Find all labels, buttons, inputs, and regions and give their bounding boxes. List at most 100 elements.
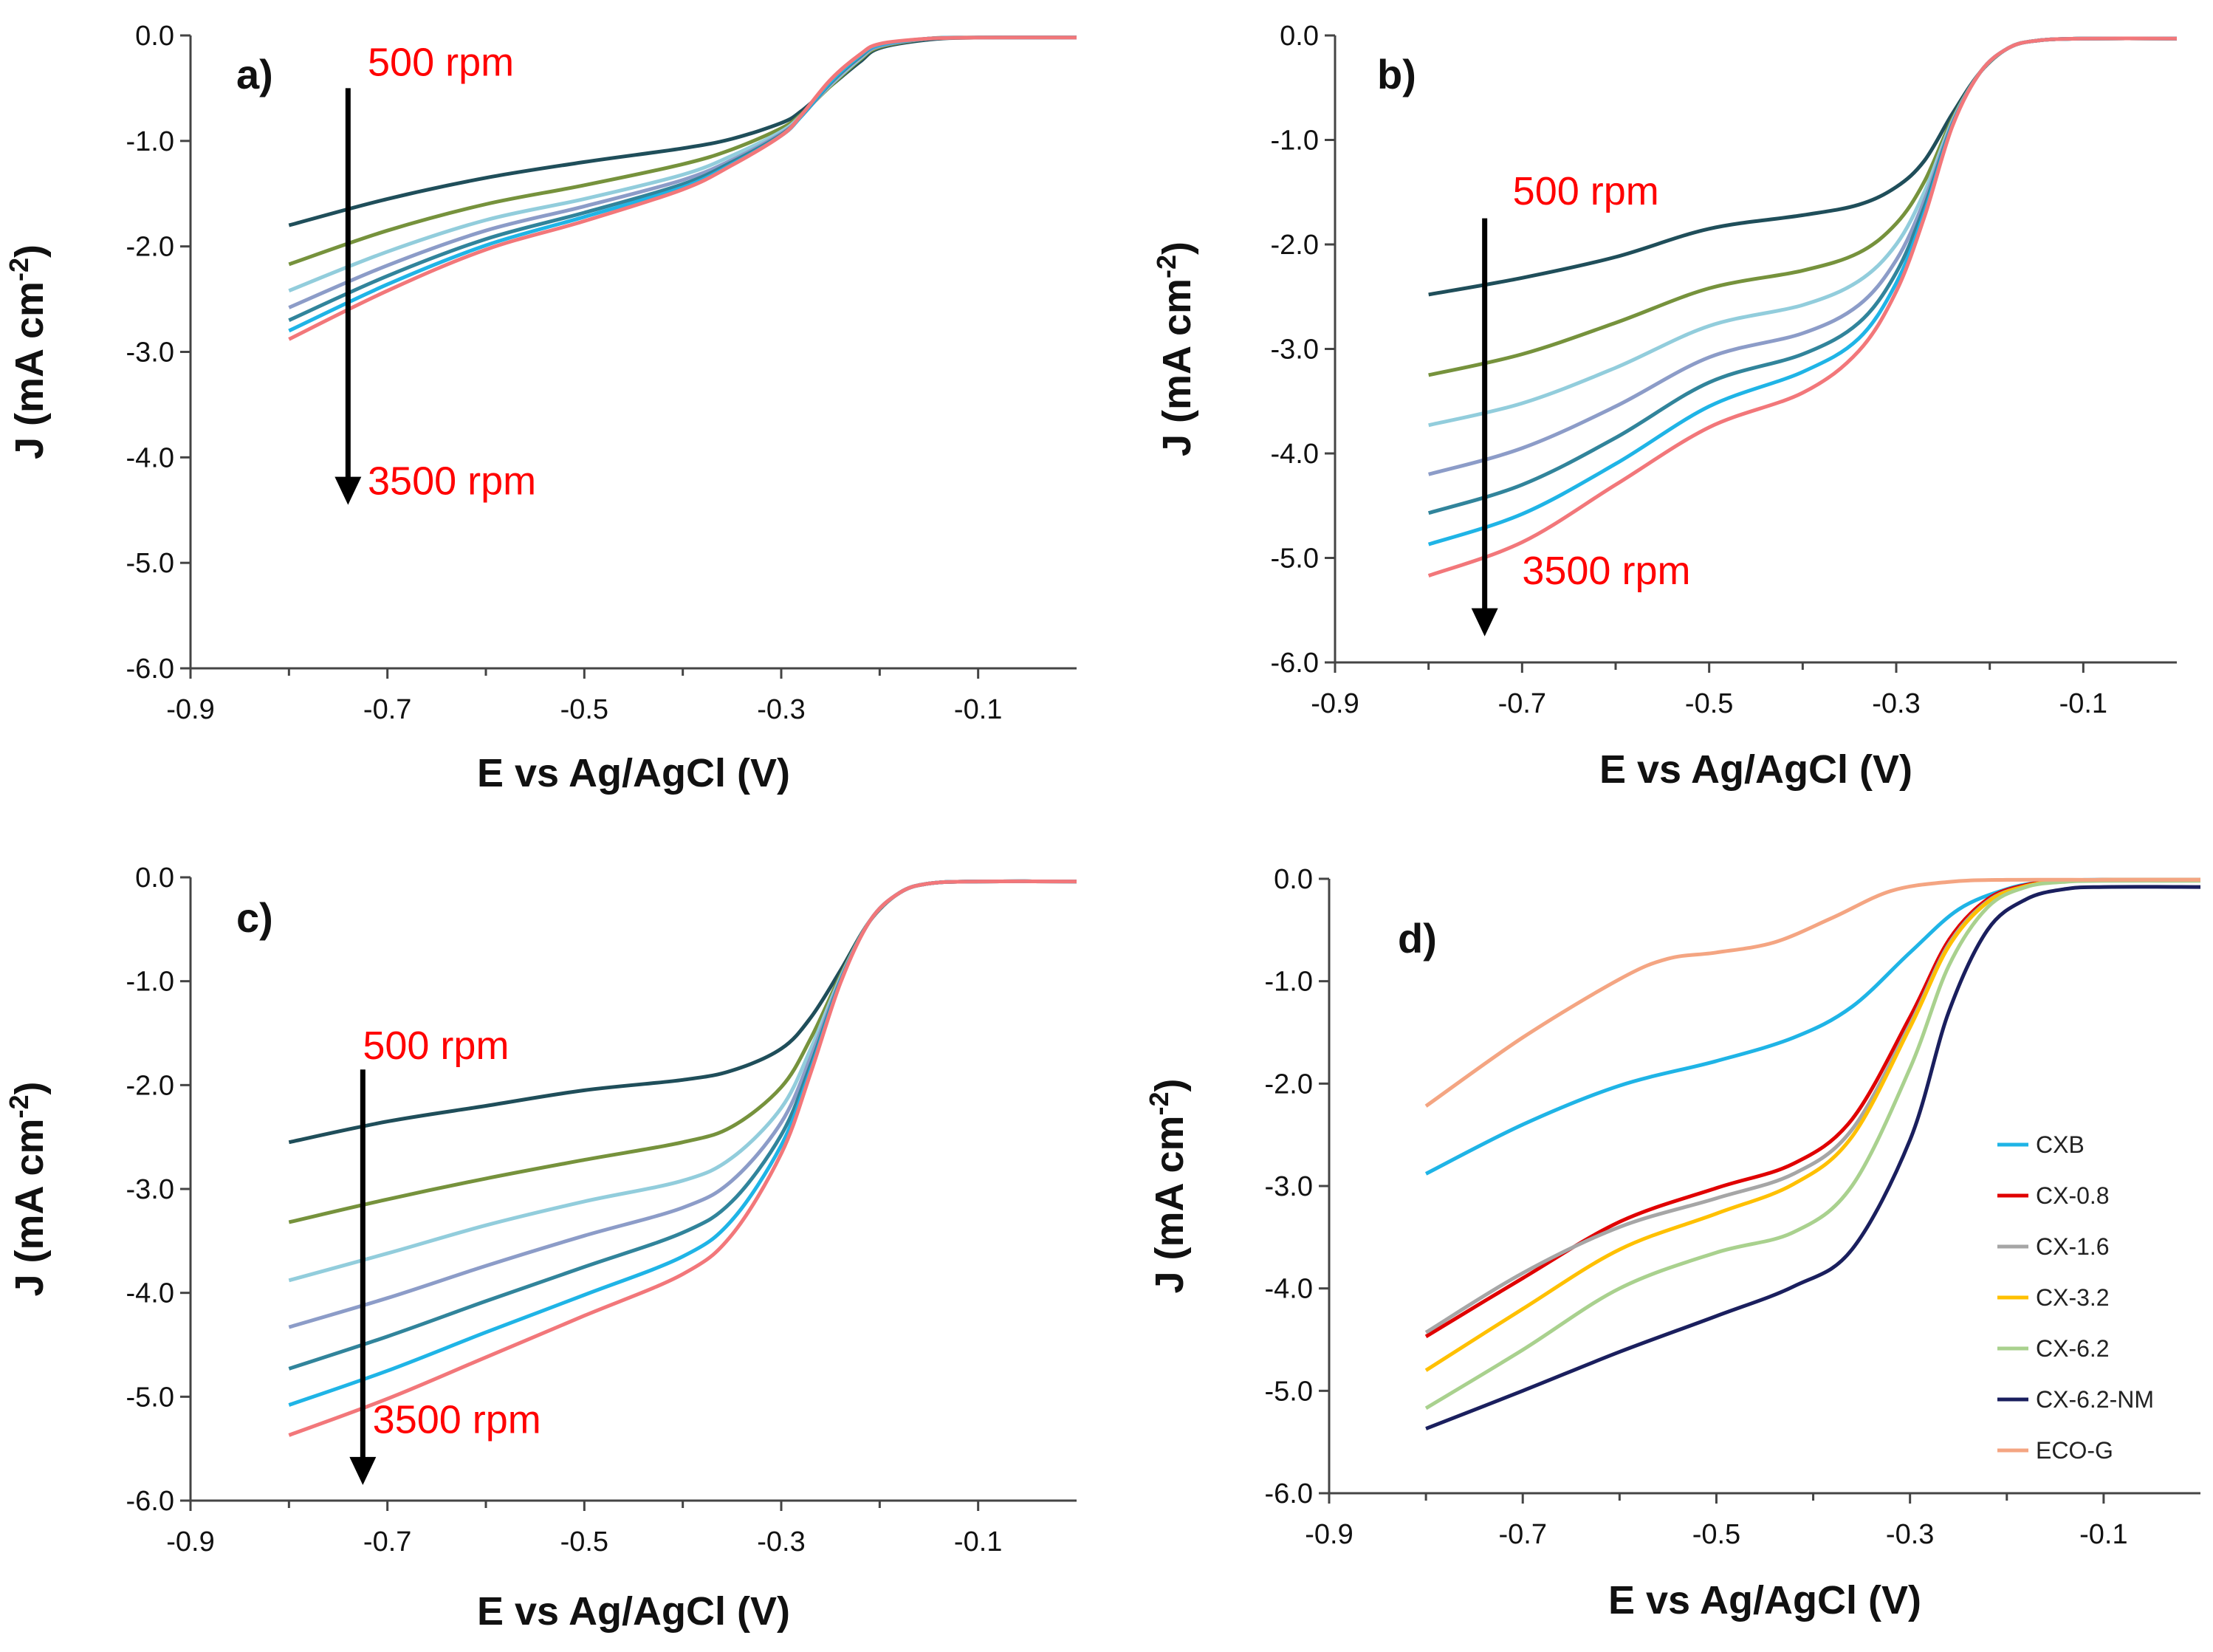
x-tick-label: -0.5 bbox=[1692, 1519, 1740, 1550]
y-tick-label: -4.0 bbox=[126, 442, 174, 473]
y-tick-label: -4.0 bbox=[126, 1278, 174, 1309]
x-tick-label: -0.7 bbox=[1498, 688, 1546, 719]
panel-label: b) bbox=[1377, 51, 1416, 97]
series-line-cx-6-2-nm bbox=[1425, 885, 2201, 1430]
y-axis-label-tail: ) bbox=[7, 1081, 52, 1094]
rpm-arrow-head bbox=[349, 1456, 377, 1485]
annotation-500-rpm: 500 rpm bbox=[363, 1024, 509, 1068]
x-tick-label: -0.1 bbox=[954, 1526, 1002, 1557]
y-tick-label: -6.0 bbox=[1265, 1478, 1313, 1509]
x-tick-label: -0.1 bbox=[2079, 1519, 2127, 1550]
rpm-arrow-head bbox=[334, 476, 362, 505]
y-tick-label: -4.0 bbox=[1271, 439, 1319, 470]
y-axis-label: J (mA cm-2) bbox=[4, 1081, 52, 1296]
y-tick-label: -1.0 bbox=[126, 126, 174, 157]
y-axis-label-tail: ) bbox=[1147, 1078, 1192, 1091]
x-tick-label: -0.9 bbox=[166, 1526, 214, 1557]
y-tick-label: -3.0 bbox=[1265, 1171, 1313, 1202]
x-tick-label: -0.5 bbox=[1685, 688, 1733, 719]
legend-label: CX-6.2-NM bbox=[2036, 1386, 2154, 1413]
y-tick-label: -2.0 bbox=[126, 1070, 174, 1101]
y-tick-label: 0.0 bbox=[1274, 864, 1313, 895]
x-axis-label: E vs Ag/AgCl (V) bbox=[477, 751, 790, 795]
y-axis-label-main: J (mA cm bbox=[1155, 278, 1199, 456]
x-axis-label: E vs Ag/AgCl (V) bbox=[1599, 747, 1912, 792]
x-tick-label: -0.3 bbox=[1886, 1519, 1934, 1550]
y-axis-label-main: J (mA cm bbox=[1147, 1115, 1192, 1293]
y-axis-label-main: J (mA cm bbox=[7, 1118, 52, 1296]
annotation-3500-rpm: 3500 rpm bbox=[373, 1398, 541, 1442]
x-axis-label: E vs Ag/AgCl (V) bbox=[477, 1589, 790, 1634]
legend-label: CX-3.2 bbox=[2036, 1284, 2110, 1311]
legend-label: CXB bbox=[2036, 1131, 2085, 1158]
x-tick-label: -0.3 bbox=[1872, 688, 1920, 719]
y-axis-label: J (mA cm-2) bbox=[1151, 241, 1199, 456]
legend-label: CX-0.8 bbox=[2036, 1182, 2110, 1209]
legend: CXB CX-0.8 CX-1.6 CX-3.2 CX-6.2 CX-6.2-NM ECO-… bbox=[1997, 1131, 2154, 1464]
y-axis-label-sup: -2 bbox=[1151, 255, 1181, 278]
y-tick-label: 0.0 bbox=[1280, 21, 1319, 52]
panel-label: a) bbox=[236, 51, 273, 97]
y-axis-label-sup: -2 bbox=[1144, 1091, 1174, 1115]
y-tick-label: -6.0 bbox=[1271, 648, 1319, 679]
panel-d: 0.0 -1.0 -2.0 -3.0 -4.0 -5.0 -6.0 -0.9 -0.7 -0.5 -… bbox=[1144, 864, 2201, 1622]
y-tick-label: -3.0 bbox=[1271, 335, 1319, 366]
y-tick-label: 0.0 bbox=[135, 21, 174, 52]
y-tick-label: -1.0 bbox=[1271, 126, 1319, 157]
x-tick-label: -0.7 bbox=[363, 694, 411, 725]
x-tick-label: -0.5 bbox=[560, 694, 608, 725]
rpm-arrow-head bbox=[1471, 608, 1498, 637]
x-axis-label: E vs Ag/AgCl (V) bbox=[1608, 1578, 1921, 1622]
x-tick-label: -0.9 bbox=[1305, 1519, 1353, 1550]
annotation-500-rpm: 500 rpm bbox=[368, 40, 514, 84]
x-tick-label: -0.9 bbox=[1311, 688, 1359, 719]
annotation-3500-rpm: 3500 rpm bbox=[1522, 549, 1690, 593]
y-tick-label: -2.0 bbox=[1265, 1069, 1313, 1100]
annotation-3500-rpm: 3500 rpm bbox=[368, 459, 536, 503]
y-tick-label: -2.0 bbox=[1271, 230, 1319, 261]
y-axis-label-sup: -2 bbox=[4, 1094, 34, 1118]
series-line-cx-6-2 bbox=[1424, 879, 2201, 1411]
y-axis-label-tail: ) bbox=[7, 244, 52, 258]
y-tick-label: -3.0 bbox=[126, 337, 174, 369]
x-tick-label: -0.5 bbox=[560, 1526, 608, 1557]
y-tick-label: -5.0 bbox=[126, 1382, 174, 1413]
y-tick-label: -1.0 bbox=[126, 967, 174, 998]
y-tick-label: -3.0 bbox=[126, 1174, 174, 1205]
y-axis-label-sup: -2 bbox=[4, 258, 34, 281]
x-tick-label: -0.7 bbox=[1498, 1519, 1546, 1550]
legend-label: CX-6.2 bbox=[2036, 1335, 2110, 1362]
legend-label: CX-1.6 bbox=[2036, 1233, 2110, 1260]
y-tick-label: -5.0 bbox=[1271, 544, 1319, 575]
panel-c: 0.0 -1.0 -2.0 -3.0 -4.0 -5.0 -6.0 -0.9 -0.7 -0.5 -… bbox=[4, 863, 1077, 1634]
x-tick-label: -0.3 bbox=[757, 694, 805, 725]
y-axis-label-tail: ) bbox=[1155, 241, 1199, 255]
series-line-3500-rpm bbox=[1427, 36, 2178, 577]
series-line-eco-g bbox=[1424, 877, 2200, 1108]
y-tick-label: -5.0 bbox=[1265, 1376, 1313, 1407]
y-tick-label: -1.0 bbox=[1265, 967, 1313, 998]
series-line-3500-rpm bbox=[288, 35, 1077, 341]
y-axis-label: J (mA cm-2) bbox=[4, 244, 52, 459]
panel-b: 0.0 -1.0 -2.0 -3.0 -4.0 -5.0 -6.0 -0.9 -0.7 -0.5 -… bbox=[1151, 21, 2178, 792]
series-line-3500-rpm bbox=[288, 879, 1077, 1437]
panel-a: 0.0 -1.0 -2.0 -3.0 -4.0 -5.0 -6.0 -0.9 -0.7 -0.5 -… bbox=[4, 21, 1077, 795]
panel-label: c) bbox=[236, 894, 273, 941]
annotation-500-rpm: 500 rpm bbox=[1513, 169, 1659, 213]
y-tick-label: -6.0 bbox=[126, 1486, 174, 1517]
y-tick-label: -2.0 bbox=[126, 232, 174, 263]
x-tick-label: -0.9 bbox=[166, 694, 214, 725]
y-tick-label: -5.0 bbox=[126, 548, 174, 579]
x-tick-label: -0.1 bbox=[2059, 688, 2107, 719]
y-axis-label: J (mA cm-2) bbox=[1144, 1078, 1192, 1293]
y-axis-label-main: J (mA cm bbox=[7, 281, 52, 459]
y-tick-label: -6.0 bbox=[126, 654, 174, 685]
x-tick-label: -0.3 bbox=[757, 1526, 805, 1557]
legend-label: ECO-G bbox=[2036, 1437, 2113, 1464]
y-tick-label: 0.0 bbox=[135, 863, 174, 894]
x-tick-label: -0.1 bbox=[954, 694, 1002, 725]
y-tick-label: -4.0 bbox=[1265, 1274, 1313, 1305]
panel-label: d) bbox=[1398, 915, 1437, 962]
x-tick-label: -0.7 bbox=[363, 1526, 411, 1557]
